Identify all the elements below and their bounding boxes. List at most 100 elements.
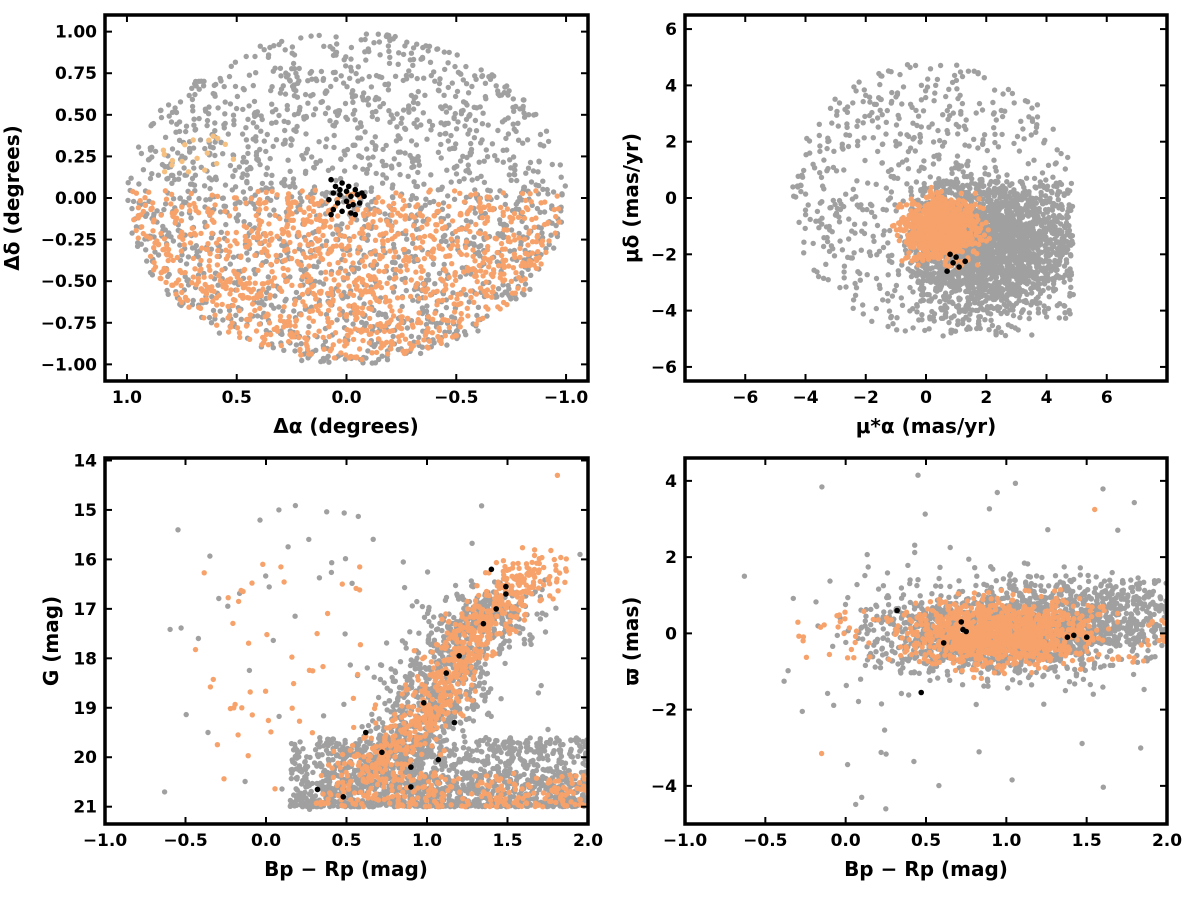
candidate-point <box>363 207 369 213</box>
candidate-point <box>284 222 291 228</box>
candidate-point <box>287 239 293 246</box>
field-point <box>893 143 899 149</box>
candidate-point <box>489 255 495 261</box>
candidate-point <box>192 266 198 272</box>
candidate-point <box>227 279 233 285</box>
field-point <box>254 313 261 319</box>
field-point <box>281 118 287 125</box>
candidate-point <box>204 246 211 252</box>
field-point <box>791 193 797 199</box>
candidate-point <box>431 212 437 219</box>
field-point <box>341 57 347 63</box>
field-point <box>1035 306 1042 312</box>
field-point <box>439 184 445 190</box>
field-point <box>228 63 234 69</box>
field-point <box>379 180 386 186</box>
field-point <box>871 101 878 108</box>
candidate-point <box>338 292 344 299</box>
candidate-point <box>320 224 326 230</box>
field-point <box>837 238 843 244</box>
field-point <box>995 174 1002 180</box>
field-point <box>210 307 217 314</box>
field-point <box>944 127 950 134</box>
candidate-point <box>306 315 312 321</box>
field-point <box>206 175 212 181</box>
field-point <box>1008 302 1015 308</box>
field-point <box>454 327 460 334</box>
field-point <box>338 156 344 163</box>
candidate-point <box>384 280 390 286</box>
field-point <box>263 327 269 334</box>
candidate-point <box>364 327 370 333</box>
candidate-point <box>207 251 213 257</box>
field-point <box>344 116 351 123</box>
field-point <box>821 157 827 163</box>
field-point <box>233 312 239 318</box>
field-point <box>877 285 883 292</box>
candidate-point <box>261 246 268 252</box>
candidate-point <box>302 303 308 309</box>
candidate-point <box>163 196 170 202</box>
field-point <box>244 250 250 256</box>
candidate-point <box>258 262 265 268</box>
field-point <box>442 66 448 73</box>
field-point <box>480 110 486 116</box>
candidate-point <box>453 277 459 284</box>
field-point <box>269 109 276 115</box>
field-point <box>452 93 459 100</box>
field-point <box>355 135 361 141</box>
field-point <box>920 278 926 284</box>
field-point <box>404 325 411 331</box>
candidate-point <box>174 254 180 261</box>
field-point <box>478 243 484 249</box>
candidate-point <box>521 236 528 242</box>
field-point <box>302 170 309 177</box>
field-point <box>437 131 443 138</box>
candidate-point <box>223 247 229 253</box>
field-point <box>281 347 287 353</box>
candidate-point <box>449 242 456 248</box>
candidate-point <box>251 295 257 301</box>
field-point <box>293 88 299 94</box>
candidate-point <box>461 269 467 275</box>
candidate-point <box>158 212 164 218</box>
field-point <box>880 297 886 303</box>
field-point <box>390 36 396 42</box>
candidate-point <box>278 342 284 349</box>
field-point <box>953 303 960 310</box>
y-tick-label: 0.75 <box>55 64 97 84</box>
candidate-point <box>178 269 185 276</box>
field-point <box>867 201 874 207</box>
field-point <box>843 191 849 197</box>
field-point <box>1061 263 1068 269</box>
field-point <box>379 74 385 81</box>
candidate-point <box>273 252 279 259</box>
candidate-point <box>232 206 239 212</box>
candidate-point <box>297 242 303 248</box>
candidate-point <box>489 207 496 213</box>
candidate-point <box>225 329 232 335</box>
field-point <box>191 116 197 122</box>
field-point <box>816 225 822 231</box>
candidate-point <box>373 199 379 205</box>
field-point <box>855 269 861 275</box>
field-point <box>225 131 231 137</box>
field-point <box>348 56 354 62</box>
field-point <box>385 82 391 88</box>
field-point <box>889 98 895 105</box>
candidate-point <box>385 351 391 357</box>
panel-sky: 1.0 0.5 0.0 −0.5 −1.0−1.00−0.75−0.50−0.250.0… <box>0 13 590 438</box>
field-point <box>846 216 852 222</box>
field-point <box>946 86 952 93</box>
field-point <box>186 195 192 201</box>
field-point <box>352 93 359 99</box>
field-point <box>875 148 881 155</box>
field-point <box>161 206 167 213</box>
candidate-point <box>240 285 247 291</box>
candidate-point <box>328 286 334 292</box>
field-point <box>852 230 858 236</box>
field-point <box>500 234 507 241</box>
field-point <box>226 73 233 80</box>
field-point <box>908 273 915 280</box>
field-point <box>331 132 337 139</box>
